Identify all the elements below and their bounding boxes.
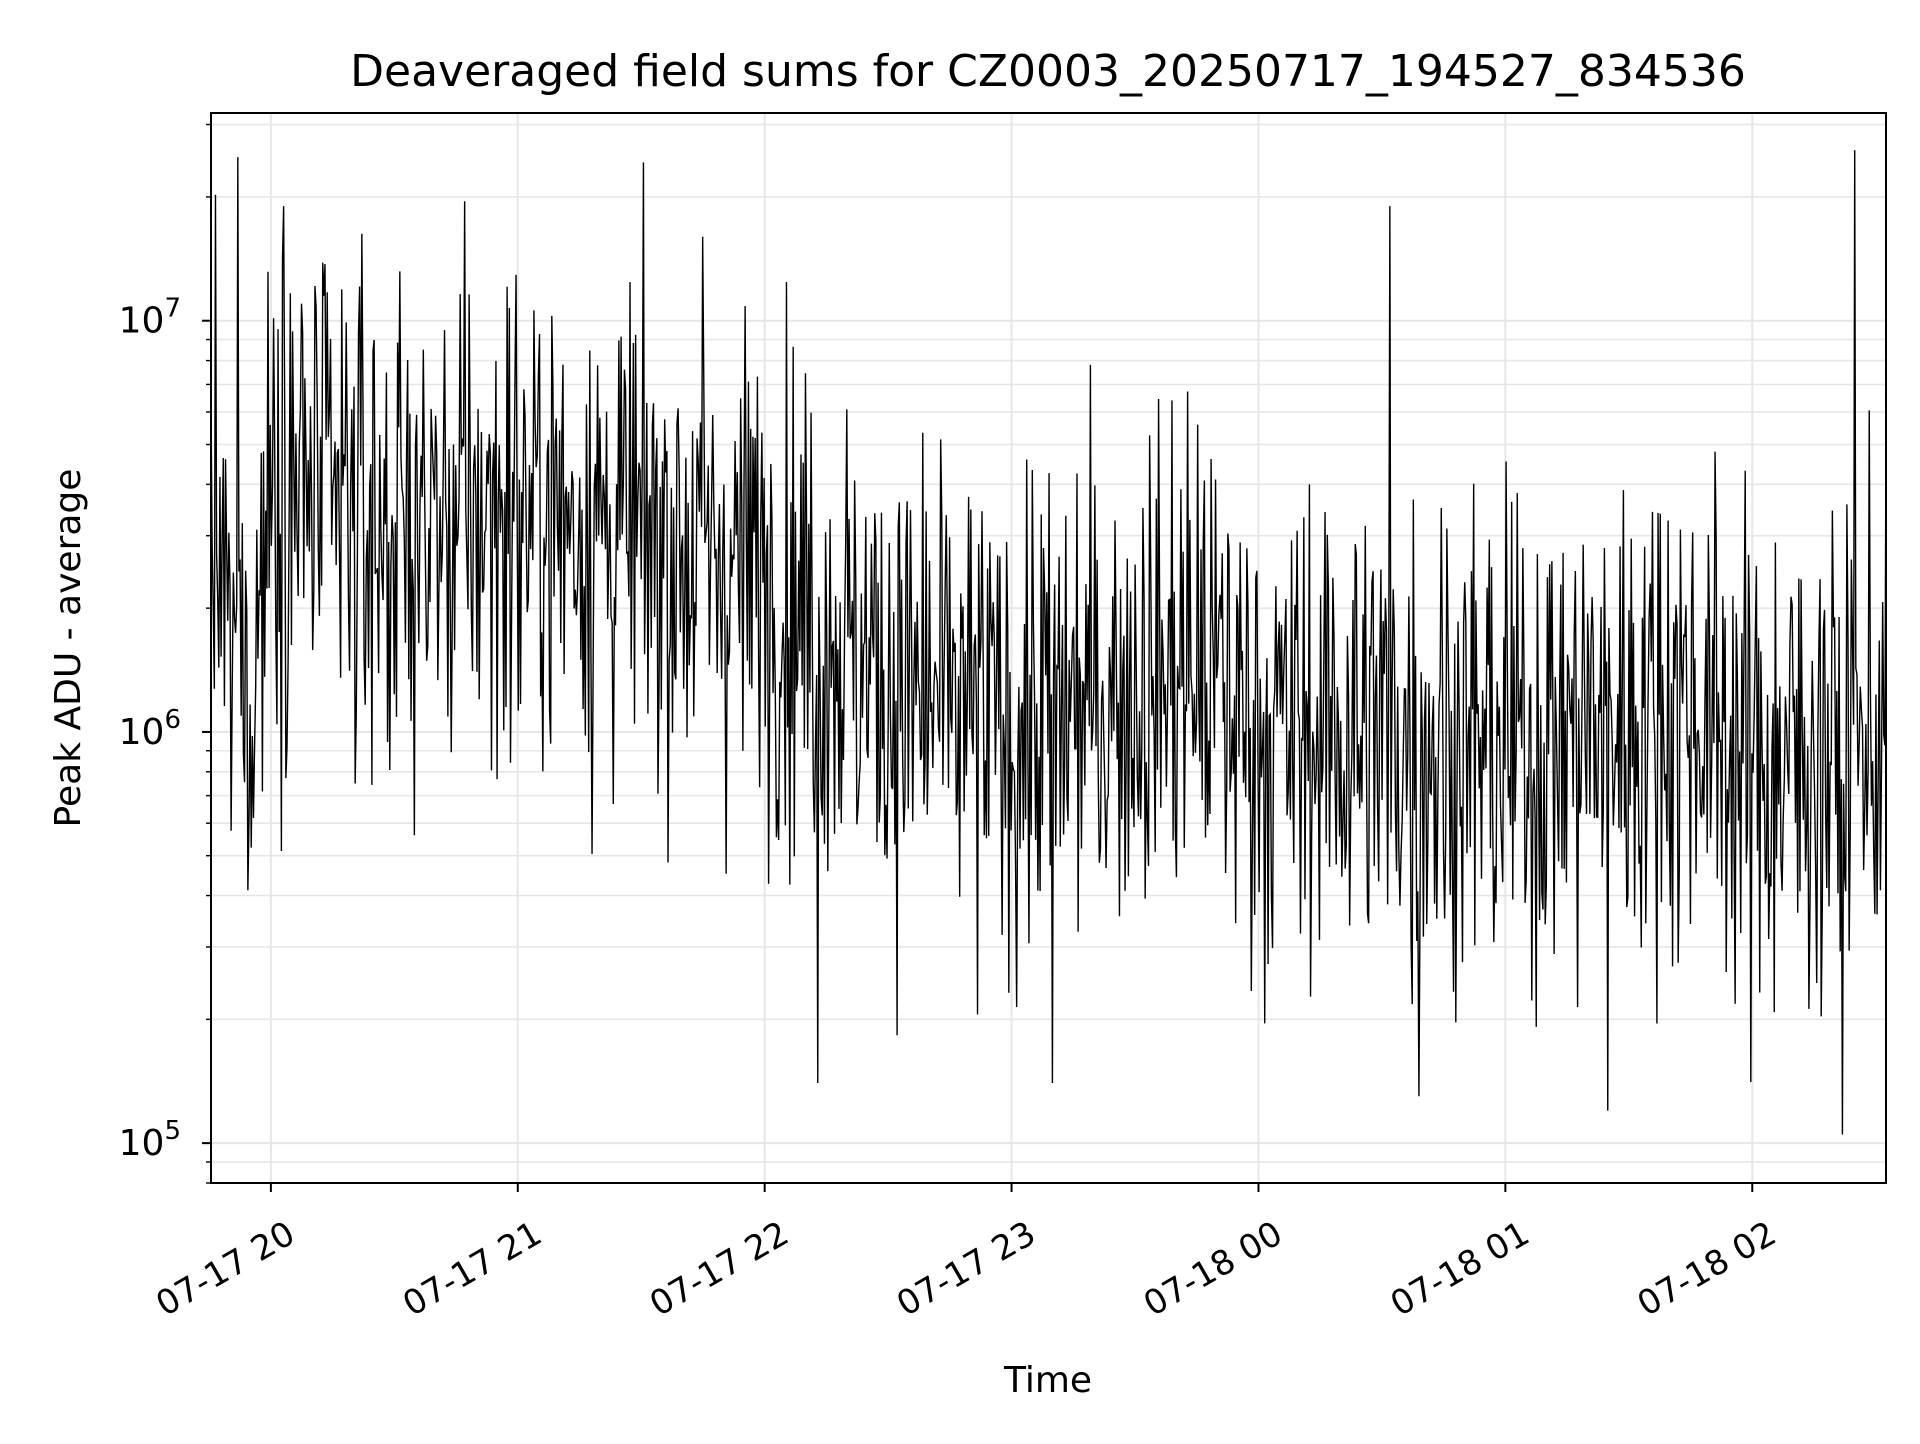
chart-title: Deaveraged field sums for CZ0003_2025071… <box>350 46 1746 97</box>
y-tick-label: 106 <box>119 705 181 753</box>
y-tick-label: 105 <box>119 1116 181 1164</box>
x-axis-label: Time <box>1003 1360 1092 1401</box>
series-line <box>210 150 1887 1135</box>
y-axis-label: Peak ADU - average <box>48 469 89 828</box>
plot-frame <box>210 112 1887 1184</box>
series-layer <box>210 150 1887 1135</box>
y-tick-label: 107 <box>119 294 181 342</box>
